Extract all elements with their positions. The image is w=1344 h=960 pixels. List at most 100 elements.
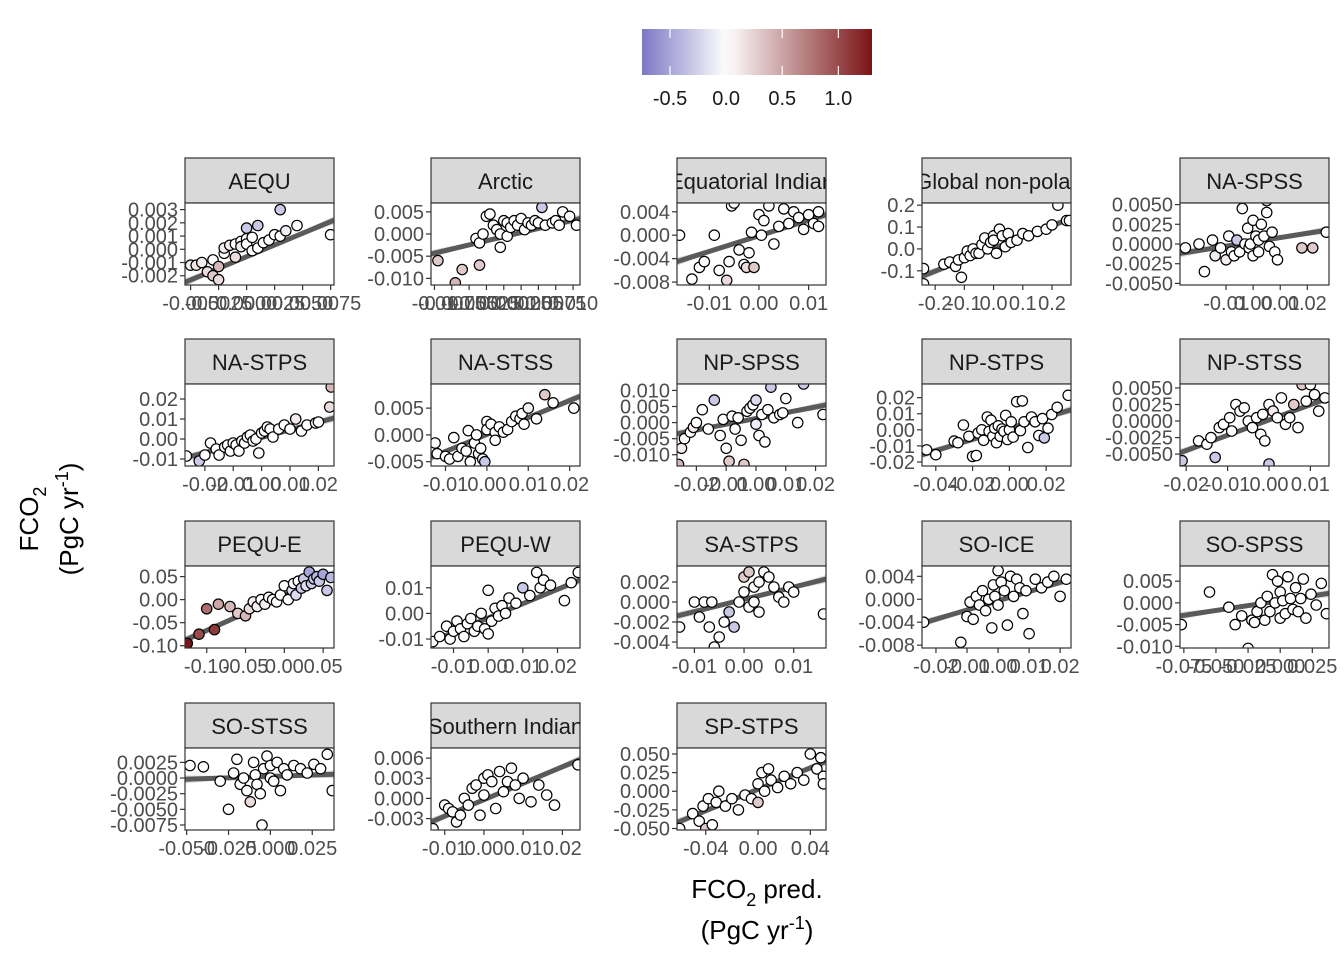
data-point xyxy=(464,455,477,466)
facet-strip xyxy=(430,520,581,567)
data-point xyxy=(748,596,760,608)
facet-strip-label: Equatorial Indian xyxy=(669,169,834,194)
x-tick-label: 0.02 xyxy=(543,838,582,860)
data-point xyxy=(240,222,253,234)
data-point xyxy=(708,641,721,648)
x-tick-label: 0.0075 xyxy=(300,293,361,315)
data-point xyxy=(484,208,496,220)
x-units-superscript: -1 xyxy=(789,913,805,933)
y-tick-label: 0.004 xyxy=(865,566,915,588)
data-point xyxy=(1261,203,1272,207)
data-point xyxy=(791,416,804,429)
data-point xyxy=(992,566,1004,577)
data-point xyxy=(777,596,790,608)
data-point xyxy=(1193,238,1205,250)
plot-content xyxy=(1180,203,1329,278)
facet-strip-label: NA-STSS xyxy=(458,350,553,375)
y-tick-label: 0.000 xyxy=(1123,593,1173,615)
data-point xyxy=(312,416,325,428)
x-tick-label: -0.025 xyxy=(1220,656,1277,678)
data-point xyxy=(1294,592,1307,605)
y-tick-label: -0.0025 xyxy=(1105,254,1173,276)
x-tick-label: -0.0075 xyxy=(418,293,486,315)
data-point xyxy=(677,229,686,241)
data-point xyxy=(1062,389,1071,402)
x-tick-label: 0.00 xyxy=(265,656,304,678)
data-point xyxy=(748,261,760,274)
y-tick-label: -0.02 xyxy=(869,452,915,474)
data-point xyxy=(470,779,482,791)
x-tick-label: -0.0025 xyxy=(453,293,521,315)
y-tick-label: -0.0050 xyxy=(1105,444,1173,466)
data-point xyxy=(1005,415,1017,428)
y-tick-label: -0.004 xyxy=(613,632,670,654)
y-tick-label: -0.008 xyxy=(858,635,915,657)
plot-content xyxy=(185,748,334,830)
regression-line xyxy=(677,402,826,437)
data-point xyxy=(1271,575,1284,587)
data-point xyxy=(782,217,795,230)
x-tick-label: -0.025 xyxy=(200,838,257,860)
data-point xyxy=(753,576,765,588)
data-point xyxy=(777,203,790,215)
y-tick-label: 0.02 xyxy=(876,388,915,410)
data-point xyxy=(1261,590,1274,603)
data-point xyxy=(1259,435,1271,447)
data-point xyxy=(1180,242,1192,254)
data-point xyxy=(241,784,253,797)
x-tick-label: 0.00 xyxy=(725,656,764,678)
x-tick-label: 0.02 xyxy=(1027,474,1066,496)
data-point xyxy=(222,803,235,816)
y-tick-label: -0.005 xyxy=(367,246,424,268)
x-tick-label: -0.01 xyxy=(1203,293,1249,315)
data-point xyxy=(693,815,705,827)
y-tick-label: -0.002 xyxy=(613,612,670,634)
y-tick-label: 0.005 xyxy=(374,202,424,224)
x-tick-label: 0.01 xyxy=(766,474,805,496)
data-point xyxy=(690,416,703,429)
facet-strip-label: SO-STSS xyxy=(211,714,308,739)
data-point xyxy=(1319,392,1329,404)
data-point xyxy=(1180,618,1188,631)
data-point xyxy=(922,444,933,456)
y-tick-label: 0.002 xyxy=(128,213,178,235)
panel-border xyxy=(1179,383,1330,467)
x-tick-label: 0.04 xyxy=(791,838,830,860)
x-tick-label: 0.000 xyxy=(1255,656,1305,678)
data-point xyxy=(732,411,744,424)
x-tick-label: 0.025 xyxy=(1287,656,1337,678)
data-point xyxy=(955,271,968,284)
data-point xyxy=(509,779,522,791)
y-tick-label: 0.005 xyxy=(620,397,670,419)
data-point xyxy=(698,255,711,268)
facet-strip xyxy=(676,702,827,749)
y-axis-title: FCO2 xyxy=(14,487,50,552)
data-point xyxy=(538,388,551,401)
y-tick-label: -0.01 xyxy=(132,449,178,471)
data-point xyxy=(530,566,543,579)
data-point xyxy=(1320,226,1329,238)
data-point xyxy=(1242,642,1254,648)
x-tick-label: -0.02 xyxy=(674,474,720,496)
y-tick-label: 0.000 xyxy=(374,425,424,447)
x-tick-label: 0.00 xyxy=(739,838,778,860)
data-point xyxy=(1252,246,1265,258)
data-point xyxy=(735,434,747,447)
y-tick-label: -0.002 xyxy=(121,266,178,288)
y-tick-label: 0.000 xyxy=(128,239,178,261)
data-point xyxy=(256,819,268,830)
x-axis-title: FCO2 pred. xyxy=(691,874,822,910)
data-point xyxy=(768,238,780,250)
data-point xyxy=(1180,454,1188,466)
data-point xyxy=(712,785,725,797)
data-point xyxy=(693,611,706,623)
plot-content xyxy=(1180,568,1329,648)
data-point xyxy=(718,616,730,628)
x-tick-label: 0.00 xyxy=(467,474,506,496)
colorbar-tick-label: 0.0 xyxy=(712,88,740,110)
x-tick-label: -0.01 xyxy=(703,474,749,496)
data-point xyxy=(817,408,826,421)
y-tick-label: -0.1 xyxy=(881,261,915,283)
